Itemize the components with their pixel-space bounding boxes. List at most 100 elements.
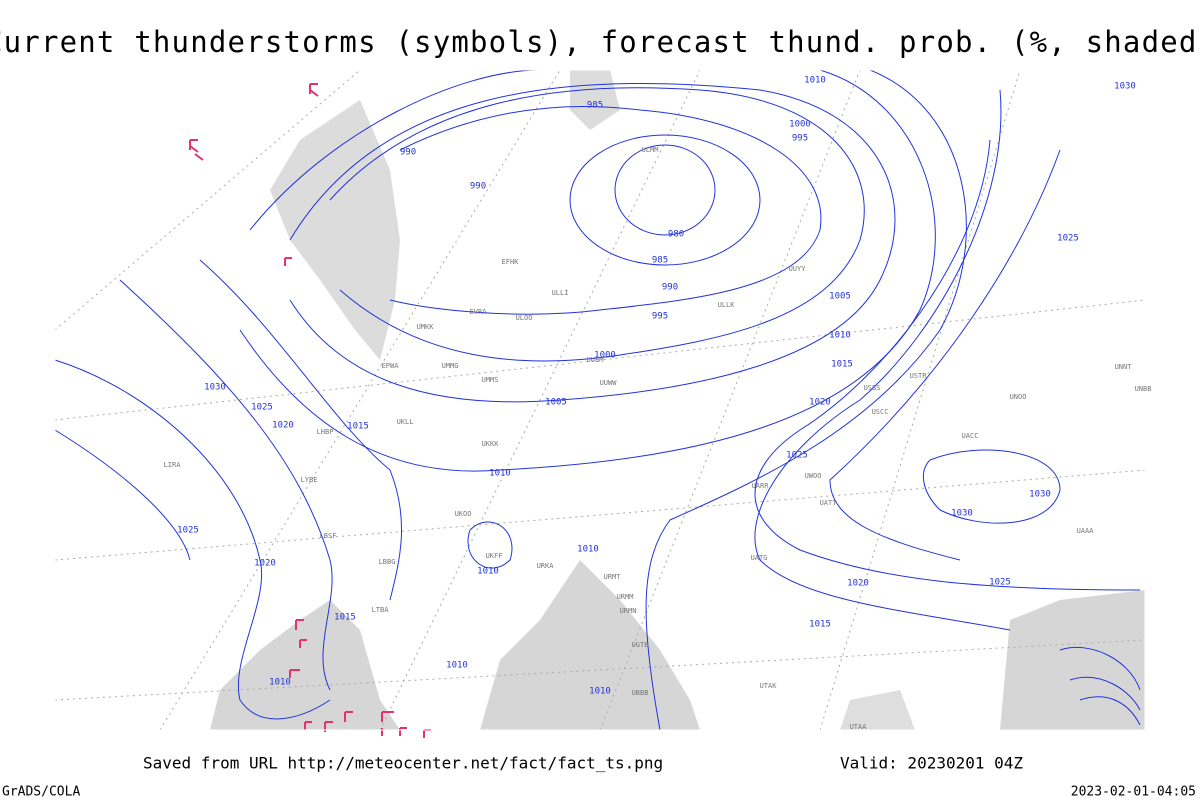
isobar xyxy=(289,83,896,403)
isobar-label: 980 xyxy=(668,230,684,240)
graticule xyxy=(54,69,1146,731)
prob-area xyxy=(210,600,400,730)
station-label: URMT xyxy=(604,573,622,581)
grid-line xyxy=(379,69,701,731)
ts-symbol xyxy=(309,83,319,97)
isobar-label: 1020 xyxy=(254,559,276,569)
isobar xyxy=(922,449,1061,524)
prob-area xyxy=(840,690,915,730)
station-label: UBBB xyxy=(632,689,649,697)
station-label: UUYY xyxy=(789,265,807,273)
isobar-label: 1010 xyxy=(269,678,291,688)
isobar-label: 990 xyxy=(470,182,486,192)
station-label: UNNT xyxy=(1115,363,1133,371)
station-label: EFHK xyxy=(502,258,520,266)
isobar xyxy=(239,69,936,472)
credit: GrADS/COLA xyxy=(2,785,80,800)
isobar xyxy=(54,149,1061,561)
station-label: UUWW xyxy=(600,379,618,387)
prob-area xyxy=(480,560,700,730)
isobar-label: 1025 xyxy=(177,526,199,536)
station-label: UACC xyxy=(962,432,979,440)
isobar-label: 995 xyxy=(652,312,668,322)
timestamp: 2023-02-01-04:05 xyxy=(1071,785,1196,800)
isobar-label: 1015 xyxy=(334,613,356,623)
station-label: UTAK xyxy=(760,682,778,690)
grid-line xyxy=(54,639,1146,701)
isobar-label: 985 xyxy=(587,101,603,111)
isobar-label: 985 xyxy=(652,256,668,266)
station-label: UMKK xyxy=(417,323,435,331)
isobar-label: 1000 xyxy=(594,351,616,361)
isobar-label: 1010 xyxy=(589,687,611,697)
isobar-label: 1030 xyxy=(951,509,973,519)
isobar xyxy=(467,521,513,569)
isobar-label: 1010 xyxy=(477,567,499,577)
title: Current thunderstorms (symbols), forecas… xyxy=(0,25,1200,59)
station-label: URMN xyxy=(620,607,637,615)
prob-area xyxy=(1000,590,1145,730)
isobar-label: 1005 xyxy=(545,398,567,408)
isobar-label: 990 xyxy=(662,283,678,293)
station-label: LBBG xyxy=(379,558,396,566)
valid-time: Valid: 20230201 04Z xyxy=(840,754,1023,773)
station-label: UUEM xyxy=(587,356,604,364)
isobar-label: 1010 xyxy=(829,331,851,341)
isobar xyxy=(54,139,1141,720)
isobar-label: 1010 xyxy=(804,76,826,86)
station-label: UATT xyxy=(820,499,838,507)
source-url: Saved from URL http://meteocenter.net/fa… xyxy=(143,754,663,773)
isobar xyxy=(1059,646,1141,726)
isobar-label: 1000 xyxy=(789,120,811,130)
station-label: UNBB xyxy=(1135,385,1152,393)
grid-line xyxy=(599,69,861,731)
grid-line xyxy=(54,69,361,331)
isobar-label: 1015 xyxy=(831,360,853,370)
isobar-label: 1015 xyxy=(809,620,831,630)
grid-line xyxy=(819,69,1021,731)
isobar-label: 1005 xyxy=(829,292,851,302)
isobars xyxy=(54,69,1141,731)
station-label: UGTB xyxy=(632,641,649,649)
station-label: USSS xyxy=(864,384,881,392)
station-label: UAAA xyxy=(1077,527,1095,535)
isobar xyxy=(389,105,822,315)
station-label: UATG xyxy=(751,554,768,562)
thunderstorm-symbols xyxy=(189,83,431,738)
station-label: UNOO xyxy=(1010,393,1027,401)
station-label: ULLK xyxy=(718,301,736,309)
isobar-label: 1025 xyxy=(251,403,273,413)
station-label: LTBA xyxy=(372,606,390,614)
grid-line xyxy=(54,299,1146,421)
station-label: USCC xyxy=(872,408,889,416)
isobar-label: 990 xyxy=(400,148,416,158)
station-label: UMMS xyxy=(482,376,499,384)
isobar-label: 1020 xyxy=(847,579,869,589)
station-label: ULOO xyxy=(516,314,533,322)
isobar-label: 1025 xyxy=(786,451,808,461)
isobar-label: 1010 xyxy=(446,661,468,671)
station-label: UMMG xyxy=(442,362,459,370)
station-label: UKOO xyxy=(455,510,472,518)
isobar xyxy=(199,69,967,731)
isobar xyxy=(329,87,865,362)
isobar-label: 1030 xyxy=(1029,490,1051,500)
grid-line xyxy=(54,469,1146,561)
isobar xyxy=(569,134,761,266)
isobar-label: 1010 xyxy=(489,469,511,479)
station-label: ULLI xyxy=(552,289,569,297)
ts-symbol xyxy=(304,711,431,738)
station-label: UKKK xyxy=(482,440,500,448)
prob-area xyxy=(570,70,620,130)
station-label: EPWA xyxy=(382,362,400,370)
map-frame xyxy=(54,69,1146,731)
station-label: URMM xyxy=(617,593,634,601)
isobar-label: 1030 xyxy=(204,383,226,393)
isobar xyxy=(614,144,716,236)
station-label: URKA xyxy=(537,562,555,570)
isobar-label: 995 xyxy=(792,134,808,144)
station-label: UKFF xyxy=(486,552,503,560)
station-label: USTR xyxy=(910,372,928,380)
